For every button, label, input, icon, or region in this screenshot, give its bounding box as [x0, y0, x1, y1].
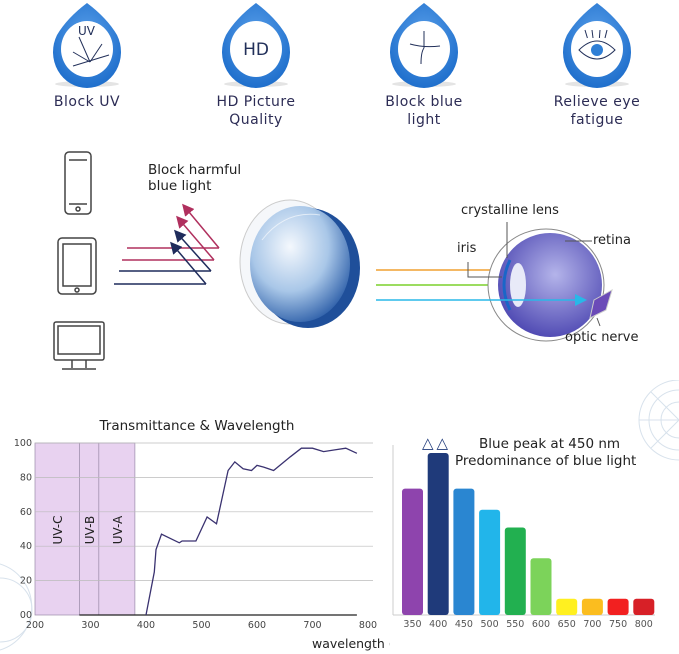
- label-optic-nerve: optic nerve: [565, 330, 639, 345]
- lens-illustration: [239, 199, 360, 328]
- tablet-icon: [57, 237, 97, 295]
- bar-category-label: 700: [583, 619, 601, 630]
- label-retina: retina: [593, 233, 631, 248]
- bar-700: [581, 598, 603, 615]
- eye-leader-lines: [467, 222, 601, 327]
- bar-550: [504, 527, 526, 615]
- bar-category-label: 600: [532, 619, 550, 630]
- y-tick-label: 20: [20, 576, 32, 587]
- feature-label: Block UV: [12, 93, 162, 111]
- peak-markers: △△: [422, 434, 451, 452]
- feature-label-line: HD Picture: [216, 94, 296, 110]
- feature-label-line: fatigue: [570, 112, 624, 128]
- feature-label: Block blue light: [349, 93, 499, 129]
- x-tick-label: 400: [137, 620, 155, 631]
- y-tick-label: 100: [14, 438, 32, 449]
- deflection-icon: [390, 3, 458, 88]
- bar-800: [633, 598, 655, 615]
- y-tick-label: 40: [20, 541, 32, 552]
- bar-chart-title-line2: Predominance of blue light: [455, 453, 636, 469]
- uv-band: [98, 442, 136, 616]
- line-chart-title: Transmittance & Wavelength: [99, 418, 295, 434]
- x-tick-label: 600: [248, 620, 266, 631]
- eye-illustration: [487, 228, 613, 342]
- monitor-icon: [53, 321, 105, 370]
- transmittance-line: [145, 447, 358, 616]
- phone-icon: [64, 151, 92, 215]
- uv-band: [34, 442, 80, 616]
- uv-reflection-icon: UV: [53, 3, 121, 88]
- eye-icon: [563, 3, 631, 88]
- y-tick-label: 00: [20, 610, 32, 621]
- bar-650: [556, 598, 578, 615]
- bar-category-label: 500: [481, 619, 499, 630]
- y-tick-label: 80: [20, 472, 32, 483]
- bar-450: [453, 488, 475, 615]
- bar-category-label: 650: [558, 619, 576, 630]
- feature-label-line: Relieve eye: [553, 94, 641, 110]
- feature-label-line: light: [407, 112, 441, 128]
- x-tick-label: 700: [303, 620, 321, 631]
- bar-750: [607, 598, 629, 615]
- block-text-line2: blue light: [148, 178, 212, 194]
- hd-text: HD: [243, 40, 269, 60]
- uv-text: UV: [78, 24, 96, 38]
- block-harmful-text: Block harmful blue light: [148, 162, 241, 194]
- x-tick-label: 800: [359, 620, 377, 631]
- bar-category-label: 550: [506, 619, 524, 630]
- blue-light-bar-chart: △△ Blue peak at 450 nm Predominance of b…: [392, 434, 655, 630]
- block-text-line1: Block harmful: [148, 162, 242, 178]
- x-tick-label: 500: [192, 620, 210, 631]
- transmittance-chart: Transmittance & Wavelength UV-C UV-B UV-A 2…: [14, 418, 390, 651]
- feature-icons: UV HD: [53, 3, 631, 88]
- bar-500: [479, 509, 501, 615]
- feature-label-line: Block UV: [53, 94, 121, 110]
- x-tick-label: 200: [26, 620, 44, 631]
- decorative-dials: [0, 380, 679, 651]
- lens-eye-diagram: [53, 151, 613, 370]
- uv-band-label: UV-C: [51, 516, 65, 545]
- incoming-rays: [114, 203, 220, 285]
- feature-label: Relieve eye fatigue: [522, 93, 672, 129]
- x-axis-label: wavelength (nm): [312, 636, 390, 651]
- bar-category-label: 350: [403, 619, 421, 630]
- bar-chart-title-line1: Blue peak at 450 nm: [479, 436, 620, 452]
- feature-label-line: Block blue: [385, 94, 463, 110]
- bar-350: [402, 488, 423, 615]
- bar-category-label: 400: [429, 619, 447, 630]
- uv-band-label: UV-B: [83, 516, 97, 544]
- bar-400: [427, 453, 449, 615]
- uv-band-label: UV-A: [111, 515, 125, 544]
- x-tick-label: 300: [81, 620, 99, 631]
- hd-icon: HD: [222, 3, 290, 88]
- feature-label: HD Picture Quality: [181, 93, 331, 129]
- bar-category-label: 450: [455, 619, 473, 630]
- feature-label-line: Quality: [229, 112, 283, 128]
- label-crystalline-lens: crystalline lens: [461, 203, 559, 218]
- y-tick-label: 60: [20, 507, 32, 518]
- bar-category-label: 750: [609, 619, 627, 630]
- bar-600: [530, 558, 552, 615]
- bar-category-label: 800: [635, 619, 653, 630]
- label-iris: iris: [457, 241, 477, 256]
